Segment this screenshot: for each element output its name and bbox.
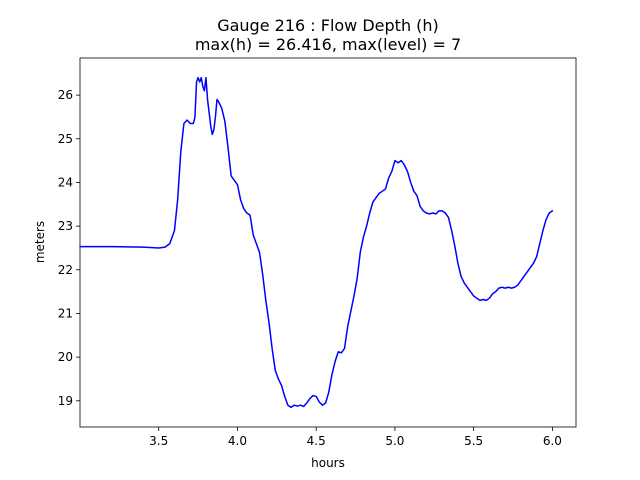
y-tick-label: 23 (58, 219, 73, 233)
x-axis: 3.5 4.0 4.5 5.0 5.5 6.0 (149, 427, 562, 448)
y-tick-label: 25 (58, 132, 73, 146)
flow-depth-line (79, 76, 554, 409)
x-tick-label: 3.5 (149, 434, 168, 448)
x-tick-label: 5.0 (385, 434, 404, 448)
y-axis-label: meters (33, 221, 47, 263)
x-tick-label: 4.0 (228, 434, 247, 448)
x-tick-label: 5.5 (464, 434, 483, 448)
plot-frame (79, 57, 577, 428)
y-axis: 19 20 21 22 23 24 25 26 (58, 88, 80, 408)
y-tick-label: 22 (58, 263, 73, 277)
y-tick-label: 26 (58, 88, 73, 102)
x-axis-label: hours (311, 456, 345, 470)
y-tick-label: 20 (58, 350, 73, 364)
chart-title: Gauge 216 : Flow Depth (h) (217, 16, 439, 35)
y-tick-label: 21 (58, 306, 73, 320)
plot-area: 3.5 4.0 4.5 5.0 5.5 6.0 19 20 21 22 23 24 25 26 (58, 57, 577, 448)
y-tick-label: 19 (58, 394, 73, 408)
x-tick-label: 4.5 (307, 434, 326, 448)
y-tick-label: 24 (58, 175, 73, 189)
chart-subtitle: max(h) = 26.416, max(level) = 7 (195, 35, 461, 54)
x-tick-label: 6.0 (543, 434, 562, 448)
